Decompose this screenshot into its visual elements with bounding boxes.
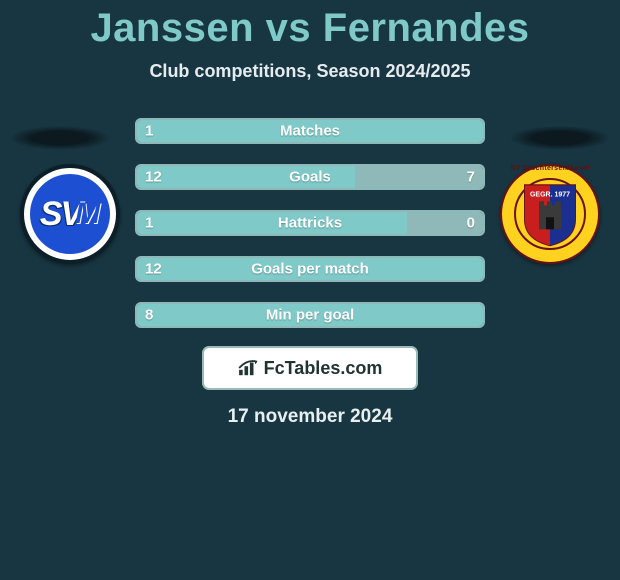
shadow-right bbox=[510, 126, 610, 150]
bar-fill-left bbox=[137, 212, 407, 234]
bar-fill-right bbox=[355, 166, 483, 188]
stat-bar: 1 0 Hattricks bbox=[135, 210, 485, 236]
team-right-crest: SV Drochtersen/Assel bbox=[500, 164, 600, 264]
stat-value-left: 8 bbox=[145, 307, 153, 324]
stat-bar: 12 7 Goals bbox=[135, 164, 485, 190]
stat-value-left: 12 bbox=[145, 169, 162, 186]
stat-label: Min per goal bbox=[266, 307, 354, 324]
subtitle: Club competitions, Season 2024/2025 bbox=[0, 61, 620, 82]
stat-value-right: 0 bbox=[467, 215, 475, 232]
bar-chart-icon bbox=[238, 359, 260, 377]
stat-label: Goals per match bbox=[251, 261, 369, 278]
team-left-crest: SV M 1912 bbox=[20, 164, 120, 264]
svg-text:GEGR. 1977: GEGR. 1977 bbox=[530, 191, 570, 198]
brand-box[interactable]: FcTables.com bbox=[202, 346, 418, 390]
stat-label: Hattricks bbox=[278, 215, 342, 232]
brand-name: FcTables.com bbox=[264, 358, 383, 379]
date-label: 17 november 2024 bbox=[228, 406, 393, 428]
stat-value-left: 1 bbox=[145, 215, 153, 232]
page-title: Janssen vs Fernandes bbox=[0, 0, 620, 51]
drochtersen-crest: SV Drochtersen/Assel bbox=[500, 164, 600, 264]
stat-bars: 1 Matches 12 7 Goals 1 0 Hattricks 12 Goals per m… bbox=[135, 118, 485, 348]
stat-bar: 12 Goals per match bbox=[135, 256, 485, 282]
crest-arc-text: SV Drochtersen/Assel bbox=[500, 165, 600, 172]
stat-label: Goals bbox=[289, 169, 331, 186]
shield-icon: GEGR. 1977 bbox=[521, 183, 579, 247]
shadow-left bbox=[10, 126, 110, 150]
meppen-crest: SV M 1912 bbox=[20, 164, 120, 264]
crest-letter-m: M bbox=[75, 197, 100, 231]
crest-year: 1912 bbox=[24, 238, 116, 250]
stat-bar: 8 Min per goal bbox=[135, 302, 485, 328]
stat-value-left: 12 bbox=[145, 261, 162, 278]
stat-bar: 1 Matches bbox=[135, 118, 485, 144]
stat-value-right: 7 bbox=[467, 169, 475, 186]
stat-value-left: 1 bbox=[145, 123, 153, 140]
stat-label: Matches bbox=[280, 123, 340, 140]
